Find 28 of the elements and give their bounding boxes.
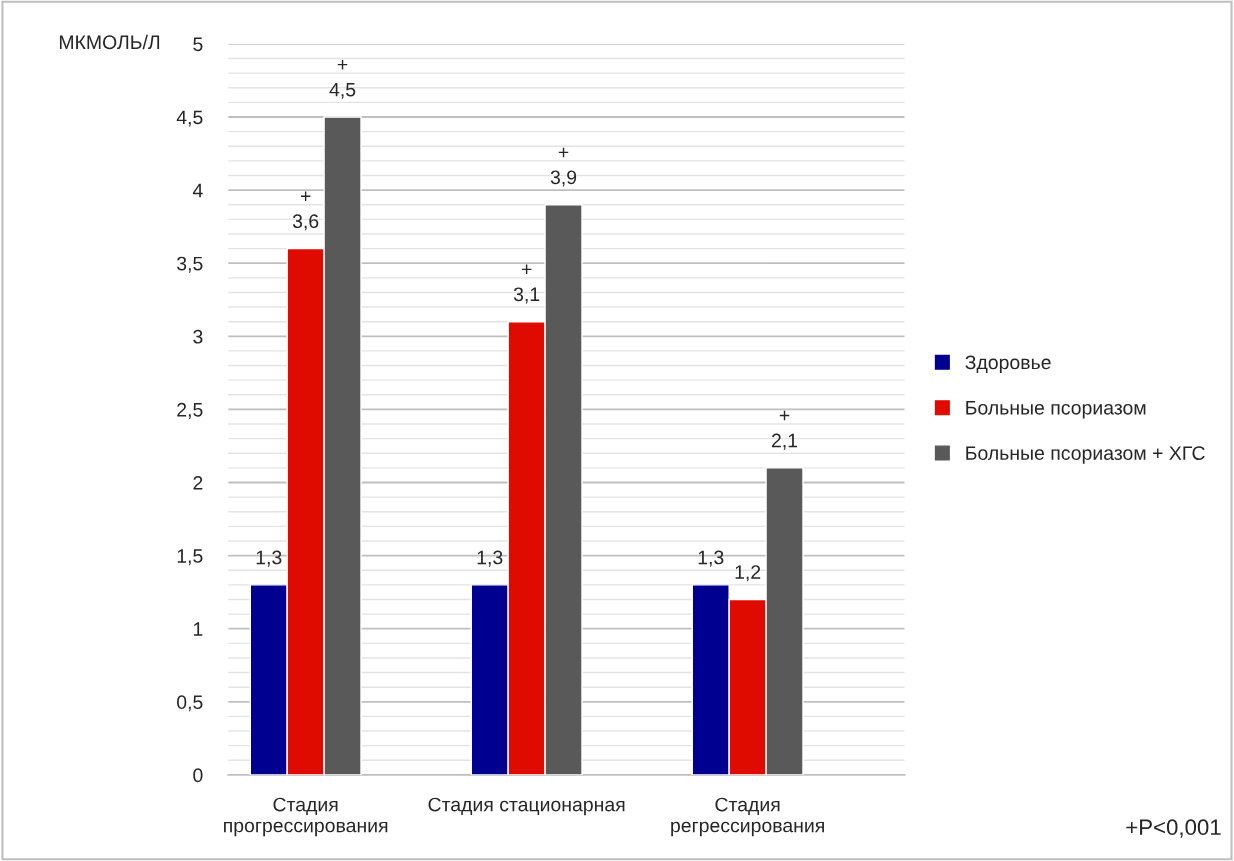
data-label: 1,2 bbox=[735, 565, 761, 582]
data-label: 1,3 bbox=[477, 550, 503, 567]
data-label: + 3,1 bbox=[513, 264, 540, 304]
legend-label: Больные псориазом + ХГС bbox=[966, 446, 1205, 464]
legend-label: Больные псориазом bbox=[966, 401, 1146, 419]
x-tick-label: Стадия регрессирования bbox=[671, 797, 824, 837]
text: +P<0,001 bbox=[1126, 819, 1221, 838]
legend-label: Здоровье bbox=[965, 355, 1051, 374]
y-tick-label: 1 bbox=[193, 622, 203, 636]
data-label: + 2,1 bbox=[771, 410, 798, 450]
data-label: 1,3 bbox=[698, 550, 724, 567]
y-tick-label: 4,5 bbox=[176, 110, 203, 127]
y-tick-label: 4 bbox=[192, 183, 203, 198]
data-label: + 4,5 bbox=[329, 59, 356, 99]
y-tick-label: 0,5 bbox=[177, 695, 203, 712]
y-tick-label: 2 bbox=[193, 475, 203, 490]
y-tick-label: 1,5 bbox=[177, 549, 203, 566]
y-tick-label: 3,5 bbox=[177, 256, 203, 273]
y-tick-label: 0 bbox=[193, 768, 203, 783]
x-tick-label: Стадия стационарная bbox=[428, 797, 625, 816]
data-label: 1,3 bbox=[256, 550, 282, 567]
data-label: + 3,9 bbox=[550, 147, 577, 187]
y-axis-title: МКМОЛЬ/Л bbox=[59, 34, 160, 50]
x-tick-label: Стадия прогрессирования bbox=[224, 797, 388, 837]
y-tick-label: 3 bbox=[193, 329, 203, 344]
y-tick-label: 5 bbox=[193, 37, 203, 52]
y-tick-label: 2,5 bbox=[177, 402, 203, 419]
data-label: + 3,6 bbox=[292, 191, 319, 231]
